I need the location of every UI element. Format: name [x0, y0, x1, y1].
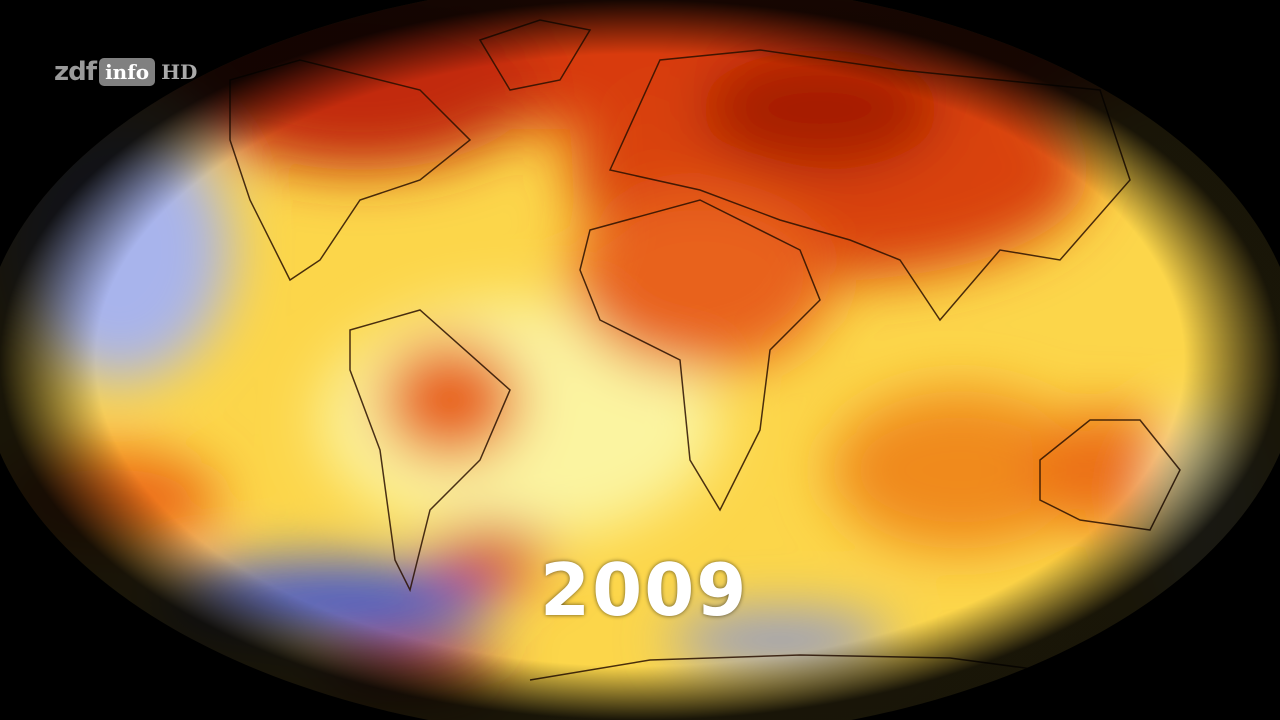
logo-info: info [99, 58, 156, 86]
year-label: 2009 [540, 548, 749, 632]
logo-zdf: zdf [54, 57, 97, 87]
logo-hd: HD [161, 60, 198, 84]
zdfinfo-hd-logo: zdf info HD [54, 54, 197, 90]
